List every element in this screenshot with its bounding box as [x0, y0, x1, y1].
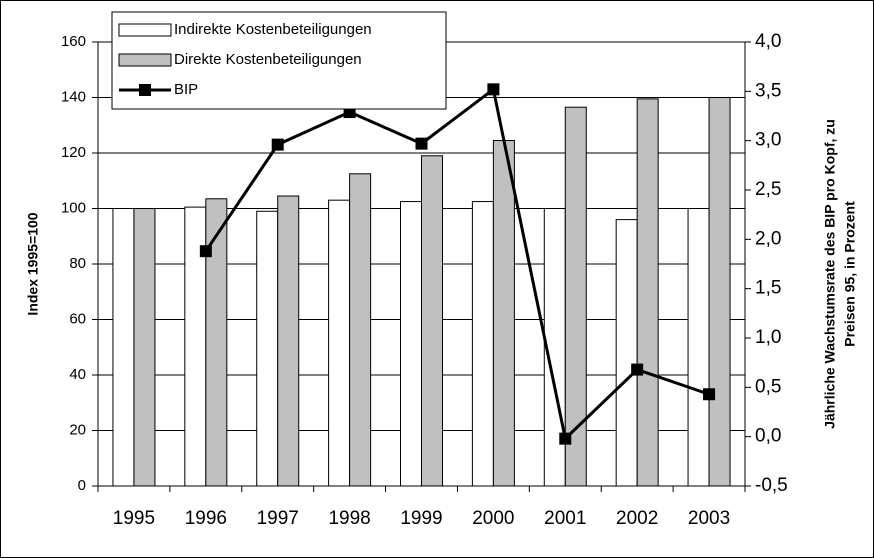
bar — [133, 208, 156, 487]
line-marker — [199, 245, 212, 258]
legend-swatch — [139, 84, 151, 96]
bar — [112, 208, 135, 487]
bar — [256, 210, 279, 487]
bar — [636, 98, 659, 487]
line-marker — [559, 432, 572, 445]
y-tick-label: 0 — [78, 477, 86, 494]
y-tick-label: 40 — [69, 366, 86, 383]
y-tick-label: 140 — [61, 88, 86, 105]
bar — [615, 219, 638, 487]
y2-tick-label: 1,0 — [755, 327, 781, 348]
bar — [687, 208, 710, 487]
y2-tick-label: 1,5 — [755, 278, 781, 299]
legend-swatch — [118, 23, 172, 37]
x-tick-label: 2003 — [688, 508, 730, 529]
y2-tick-label: 4,0 — [755, 31, 781, 52]
bar — [708, 97, 731, 487]
y2-tick-label: 2,0 — [755, 228, 781, 249]
y2-tick-label: 2,5 — [755, 179, 781, 200]
x-tick-label: 1995 — [113, 508, 155, 529]
bar — [471, 201, 494, 487]
y2-axis-label: Jährliche Wachstumsrate des BIP pro Kopf… — [822, 119, 838, 429]
line-marker — [631, 363, 644, 376]
y-tick-label: 100 — [61, 199, 86, 216]
line-marker — [415, 137, 428, 150]
x-tick-label: 1998 — [328, 508, 370, 529]
legend: Indirekte Kostenbeteiligungen Direkte Kos… — [111, 11, 447, 110]
x-tick-label: 1999 — [400, 508, 442, 529]
y2-tick-label: 0,5 — [755, 376, 781, 397]
y-tick-label: 60 — [69, 310, 86, 327]
x-tick-label: 1996 — [185, 508, 227, 529]
y-tick-label: 120 — [61, 144, 86, 161]
y2-tick-label: 3,5 — [755, 80, 781, 101]
x-tick-label: 1997 — [257, 508, 299, 529]
x-tick-label: 2001 — [544, 508, 586, 529]
line — [204, 86, 710, 442]
bar — [277, 195, 300, 487]
bar — [400, 201, 422, 487]
y2-tick-label: 3,0 — [755, 130, 781, 151]
y2-tick-label: 0,0 — [755, 426, 781, 447]
legend-label: Indirekte Kostenbeteiligungen — [174, 21, 372, 38]
line-marker — [487, 83, 500, 96]
legend-swatch — [118, 53, 172, 67]
x-tick-label: 2000 — [472, 508, 514, 529]
bar — [492, 140, 515, 487]
legend-label: BIP — [174, 81, 198, 98]
y-axis-label: Index 1995=100 — [25, 212, 41, 315]
line-marker — [703, 388, 716, 401]
legend-label: Direkte Kostenbeteiligungen — [174, 51, 362, 68]
y2-axis-label: Preisen 95, in Prozent — [842, 201, 858, 347]
line-marker — [271, 138, 284, 151]
y-tick-label: 80 — [69, 255, 86, 272]
y-tick-label: 160 — [61, 33, 86, 50]
bar — [205, 198, 228, 487]
bar — [328, 199, 351, 487]
y2-tick-label: -0,5 — [755, 475, 788, 496]
y-tick-label: 20 — [69, 421, 86, 438]
bar — [349, 173, 372, 487]
bar — [421, 155, 443, 487]
x-tick-label: 2002 — [616, 508, 658, 529]
